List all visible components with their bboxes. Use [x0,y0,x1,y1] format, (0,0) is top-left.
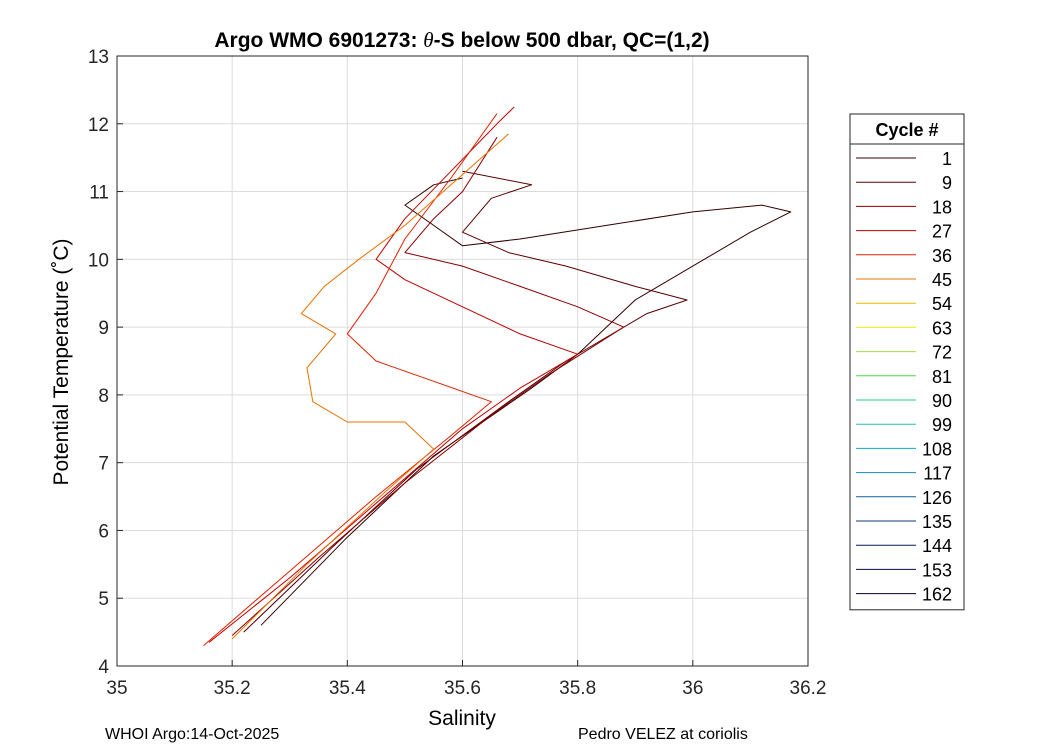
series-line-cycle-9 [243,170,688,633]
grid-lines [116,55,809,667]
y-tick-label: 13 [88,47,109,68]
chart-title-theta: θ [423,28,433,52]
x-tick-label: 36.2 [790,678,827,699]
y-tick-label: 7 [98,454,109,475]
legend-label-18: 18 [932,197,952,217]
x-tick-label: 35.2 [214,678,251,699]
legend-box [849,113,965,611]
legend-label-45: 45 [932,270,952,290]
x-axis-label: Salinity [428,707,496,730]
legend-label-144: 144 [922,536,952,556]
legend-label-153: 153 [922,560,952,580]
y-tick-label: 8 [98,386,109,407]
legend-label-135: 135 [922,512,952,532]
y-tick-label: 9 [98,318,109,339]
footer-right: Pedro VELEZ at coriolis [578,726,748,743]
y-tick-label: 12 [88,115,109,136]
footer-left: WHOI Argo:14-Oct-2025 [105,726,280,743]
y-axis: 4 5 6 7 8 9 10 11 12 13 [88,47,123,678]
x-axis: 35 35.2 35.4 35.6 35.8 36 36.2 [106,660,826,699]
legend-label-81: 81 [932,367,952,387]
y-tick-label: 10 [88,250,109,271]
chart-title: Argo WMO 6901273: θ-S below 500 dbar, QC… [214,28,709,52]
legend-label-1: 1 [942,149,952,169]
y-axis-label: Potential Temperature (˚C) [50,238,73,485]
legend-label-162: 162 [922,585,952,605]
legend-label-108: 108 [922,439,952,459]
series-line-cycle-27 [208,106,579,643]
legend-label-63: 63 [932,318,952,338]
legend-label-9: 9 [942,173,952,193]
x-tick-label: 36 [682,678,703,699]
legend-label-36: 36 [932,246,952,266]
series-line-cycle-36 [203,113,498,647]
series-line-cycle-45 [231,133,509,640]
x-tick-label: 35.4 [329,678,366,699]
legend-label-117: 117 [923,464,952,484]
x-tick-label: 35.6 [444,678,481,699]
series-line-cycle-18 [231,137,625,636]
chart-title-prefix: Argo WMO 6901273: [214,29,423,52]
y-tick-label: 4 [98,657,109,678]
y-tick-label: 5 [98,589,109,610]
legend-label-72: 72 [932,343,952,363]
x-tick-label: 35.8 [559,678,596,699]
legend: Cycle #1 9 18 27 36 45 54 63 72 81 90 99 108 117 126 13… [849,113,965,611]
legend-label-27: 27 [932,222,952,242]
y-tick-label: 11 [89,183,109,204]
legend-label-90: 90 [932,391,952,411]
legend-label-54: 54 [932,294,952,314]
x-tick-label: 35 [106,678,127,699]
chart-title-suffix: -S below 500 dbar, QC=(1,2) [434,29,710,52]
y-tick-label: 6 [98,521,109,542]
series-line-cycle-1 [260,177,792,626]
series-layer [203,106,792,647]
legend-label-126: 126 [922,488,952,508]
legend-title: Cycle # [875,120,938,140]
legend-label-99: 99 [932,415,952,435]
